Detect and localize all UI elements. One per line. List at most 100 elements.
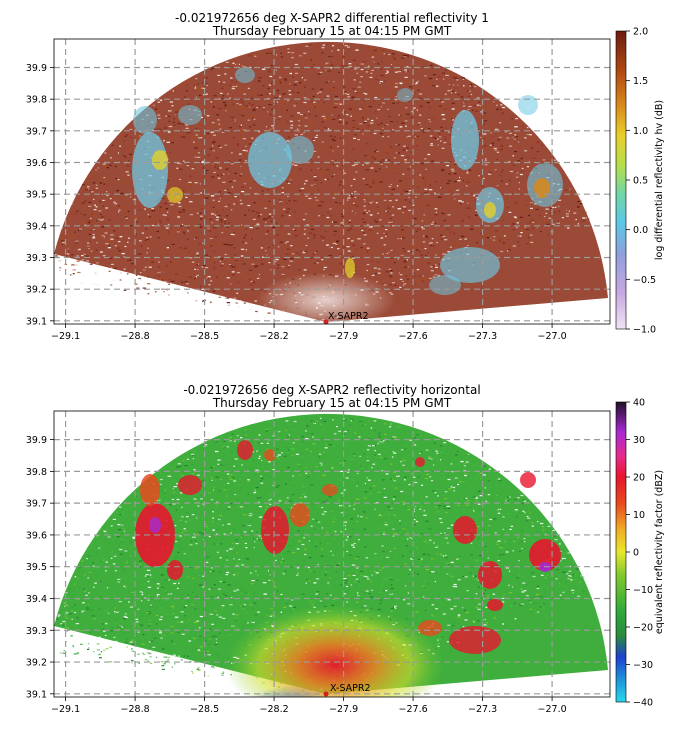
speckle-dot (168, 223, 170, 226)
speckle-dot (477, 608, 479, 610)
speckle-dot (373, 420, 377, 422)
speckle-dot (199, 615, 203, 618)
speckle-dot (364, 565, 368, 567)
speckle-dot (363, 605, 367, 607)
speckle-dot (95, 553, 98, 555)
speckle-dot (248, 588, 251, 590)
speckle-dot (222, 530, 225, 532)
speckle-dot (88, 205, 92, 207)
speckle-dot (444, 138, 447, 140)
speckle-dot (352, 200, 354, 202)
speckle-dot (305, 448, 308, 450)
speckle-dot (460, 203, 462, 205)
speckle-dot (416, 548, 418, 550)
speckle-dot (226, 244, 229, 246)
speckle-dot (431, 471, 435, 473)
speckle-dot (388, 116, 391, 118)
speckle-dot (182, 209, 186, 211)
speckle-dot (360, 68, 364, 71)
speckle-dot (386, 71, 389, 73)
speckle-dot (578, 200, 582, 202)
speckle-dot (117, 578, 121, 580)
speckle-dot (298, 435, 301, 438)
speckle-dot (241, 524, 245, 527)
speckle-dot (119, 625, 122, 627)
speckle-dot (251, 104, 254, 106)
speckle-dot (352, 119, 355, 121)
speckle-dot (103, 181, 107, 183)
speckle-dot (212, 199, 215, 201)
speckle-dot (378, 435, 380, 437)
speckle-dot (485, 157, 487, 160)
speckle-dot (277, 70, 279, 72)
speckle-dot (304, 228, 306, 230)
speckle-dot (524, 512, 526, 514)
speckle-dot (355, 49, 359, 51)
speckle-dot (471, 87, 473, 89)
speckle-dot (105, 256, 109, 258)
speckle-dot (261, 259, 263, 261)
speckle-dot (158, 600, 162, 602)
speckle-dot (217, 168, 220, 170)
speckle-dot (414, 136, 416, 138)
speckle-dot (146, 649, 149, 651)
speckle-dot (305, 582, 307, 584)
speckle-dot (172, 90, 174, 92)
speckle-dot (229, 490, 233, 492)
speckle-dot (473, 195, 475, 197)
speckle-dot (361, 420, 364, 423)
speckle-dot (182, 134, 186, 136)
speckle-dot (520, 232, 523, 234)
speckle-dot (69, 599, 73, 602)
speckle-dot (402, 212, 405, 214)
speckle-dot (365, 517, 368, 519)
speckle-dot (495, 170, 498, 172)
speckle-dot (219, 580, 223, 583)
speckle-dot (200, 243, 202, 245)
speckle-dot (312, 64, 315, 66)
speckle-dot (474, 214, 478, 216)
speckle-dot (524, 137, 527, 139)
speckle-dot (405, 139, 408, 141)
speckle-dot (196, 501, 200, 503)
speckle-dot (368, 492, 372, 494)
speckle-dot (252, 124, 256, 126)
speckle-dot (411, 203, 414, 205)
speckle-dot (465, 589, 467, 591)
speckle-dot (392, 603, 394, 605)
speckle-dot (253, 181, 256, 183)
speckle-dot (308, 535, 312, 537)
speckle-dot (377, 268, 381, 270)
speckle-dot (241, 241, 244, 243)
echo-region (534, 178, 550, 198)
speckle-dot (283, 101, 286, 103)
speckle-dot (368, 47, 372, 49)
speckle-dot (328, 496, 332, 498)
speckle-dot (313, 474, 315, 476)
speckle-dot (204, 111, 206, 113)
speckle-dot (255, 469, 259, 471)
speckle-dot (321, 145, 324, 147)
speckle-dot (93, 229, 96, 231)
speckle-dot (448, 190, 450, 192)
speckle-dot (110, 263, 114, 265)
speckle-dot (225, 215, 229, 217)
speckle-dot (104, 232, 108, 234)
speckle-dot (469, 85, 471, 87)
speckle-dot (160, 586, 164, 588)
speckle-dot (172, 670, 173, 672)
speckle-dot (465, 612, 470, 614)
speckle-dot (51, 272, 52, 273)
speckle-dot (303, 132, 305, 134)
speckle-dot (232, 613, 235, 615)
speckle-dot (464, 472, 467, 474)
speckle-dot (95, 284, 100, 286)
speckle-dot (75, 623, 79, 625)
speckle-dot (224, 104, 227, 106)
speckle-dot (474, 86, 477, 88)
speckle-dot (548, 217, 552, 219)
speckle-dot (480, 111, 483, 113)
speckle-dot (478, 603, 481, 605)
speckle-dot (393, 284, 397, 286)
speckle-dot (58, 260, 62, 262)
